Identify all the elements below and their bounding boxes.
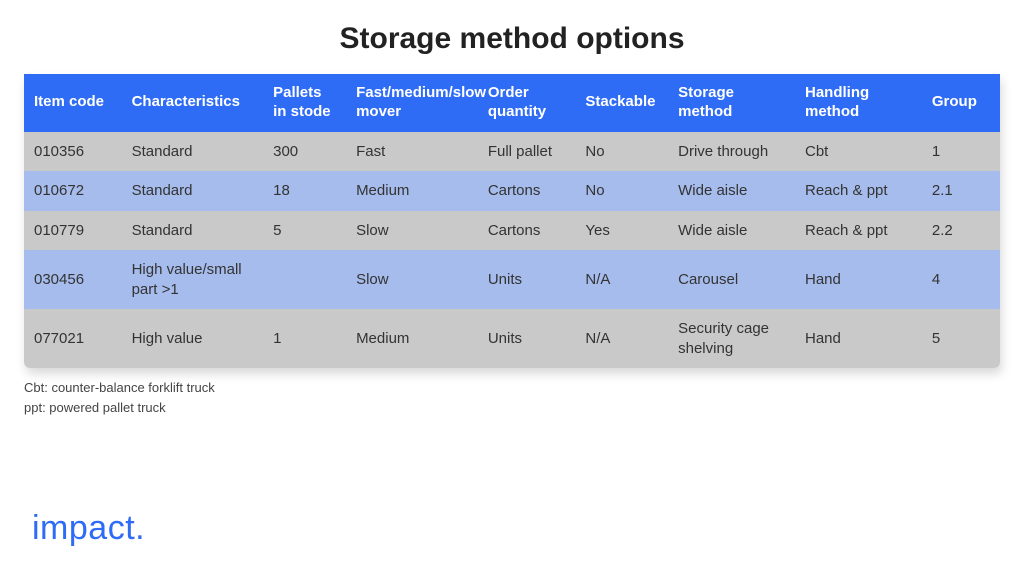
table-cell: Units [478,250,576,309]
table-cell: Full pallet [478,132,576,172]
table-cell: 5 [263,211,346,251]
table-cell: 010672 [24,171,122,211]
table-cell: Fast [346,132,478,172]
table-header-cell: Fast/medium/slow mover [346,74,478,132]
table-header-cell: Characteristics [122,74,264,132]
table-cell: Medium [346,171,478,211]
table-cell: 4 [922,250,1000,309]
table-header-row: Item codeCharacteristicsPallets in stode… [24,74,1000,132]
table-cell: Cbt [795,132,922,172]
table-cell: 2.1 [922,171,1000,211]
table-header-cell: Storage method [668,74,795,132]
table-cell: Standard [122,171,264,211]
table-row: 030456High value/small part >1 SlowUnitsN… [24,250,1000,309]
table-cell: Reach & ppt [795,211,922,251]
storage-table-container: Item codeCharacteristicsPallets in stode… [24,74,1000,368]
table-cell: No [575,132,668,172]
table-cell: Carousel [668,250,795,309]
table-cell: 1 [263,309,346,368]
table-cell: Standard [122,211,264,251]
table-header-cell: Stackable [575,74,668,132]
table-cell: Standard [122,132,264,172]
table-cell: Hand [795,250,922,309]
table-cell: No [575,171,668,211]
table-cell: 300 [263,132,346,172]
table-cell: Slow [346,250,478,309]
table-cell: Drive through [668,132,795,172]
table-cell: Units [478,309,576,368]
table-cell: 010356 [24,132,122,172]
table-cell: Slow [346,211,478,251]
table-cell: Yes [575,211,668,251]
table-row: 010779Standard5SlowCartonsYesWide aisleR… [24,211,1000,251]
footnote-line: ppt: powered pallet truck [24,398,1000,418]
table-cell: Wide aisle [668,211,795,251]
table-cell: N/A [575,250,668,309]
table-cell: High value/small part >1 [122,250,264,309]
page-title: Storage method options [0,0,1024,74]
table-header-cell: Handling method [795,74,922,132]
table-row: 010356Standard300FastFull palletNoDrive … [24,132,1000,172]
table-cell: 1 [922,132,1000,172]
table-cell [263,250,346,309]
footnote-line: Cbt: counter-balance forklift truck [24,378,1000,398]
logo: impact. [32,509,145,548]
table-cell: Security cage shelving [668,309,795,368]
table-header-cell: Order quantity [478,74,576,132]
footnotes: Cbt: counter-balance forklift truckppt: … [24,378,1000,417]
storage-table: Item codeCharacteristicsPallets in stode… [24,74,1000,368]
table-row: 010672Standard18MediumCartonsNoWide aisl… [24,171,1000,211]
table-cell: 030456 [24,250,122,309]
table-cell: High value [122,309,264,368]
table-cell: 077021 [24,309,122,368]
table-row: 077021High value1MediumUnitsN/ASecurity … [24,309,1000,368]
table-cell: Medium [346,309,478,368]
table-header-cell: Group [922,74,1000,132]
table-cell: Reach & ppt [795,171,922,211]
table-cell: N/A [575,309,668,368]
table-cell: Wide aisle [668,171,795,211]
table-cell: 010779 [24,211,122,251]
table-cell: Cartons [478,171,576,211]
table-header-cell: Pallets in stode [263,74,346,132]
table-cell: Hand [795,309,922,368]
table-cell: 5 [922,309,1000,368]
table-cell: Cartons [478,211,576,251]
table-cell: 2.2 [922,211,1000,251]
table-cell: 18 [263,171,346,211]
table-header-cell: Item code [24,74,122,132]
